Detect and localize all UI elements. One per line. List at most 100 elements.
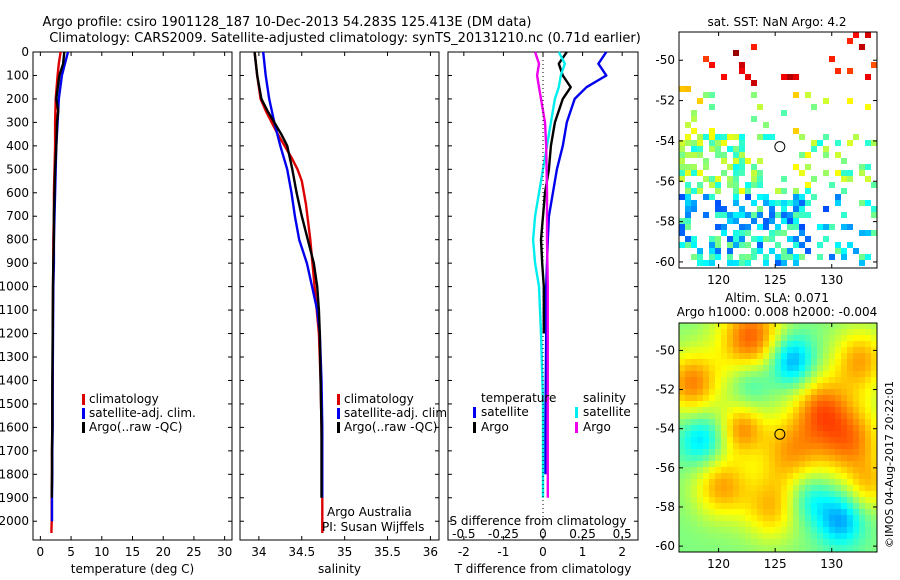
- sla-cell: [871, 431, 877, 437]
- sla-cell: [811, 515, 817, 521]
- legend-label: Argo: [481, 420, 509, 434]
- sla-cell: [805, 449, 811, 455]
- y-tick-label: -54: [655, 422, 675, 436]
- sla-cell: [799, 521, 805, 527]
- sla-cell: [793, 467, 799, 473]
- sla-cell: [817, 389, 823, 395]
- sst-pixel: [871, 206, 877, 212]
- sla-cell: [727, 473, 733, 479]
- sst-pixel: [733, 194, 739, 200]
- header-line-2: Climatology: CARS2009. Satellite-adjuste…: [49, 31, 641, 46]
- sla-cell: [865, 371, 871, 377]
- sla-cell: [805, 443, 811, 449]
- sla-cell: [853, 407, 859, 413]
- x-tick-label: 36: [423, 545, 438, 559]
- sla-cell: [835, 473, 841, 479]
- sla-cell: [865, 437, 871, 443]
- sla-cell: [739, 395, 745, 401]
- sla-cell: [847, 353, 853, 359]
- sst-pixel: [733, 242, 739, 248]
- sla-cell: [829, 425, 835, 431]
- sla-cell: [739, 353, 745, 359]
- sst-pixel: [775, 212, 781, 218]
- sla-cell: [823, 401, 829, 407]
- sla-cell: [775, 539, 781, 545]
- sla-cell: [745, 485, 751, 491]
- sla-cell: [709, 527, 715, 533]
- sla-cell: [775, 455, 781, 461]
- top-tick-label: 0: [539, 527, 547, 541]
- sla-cell: [781, 443, 787, 449]
- sla-cell: [775, 515, 781, 521]
- sla-cell: [775, 323, 781, 329]
- sla-cell: [841, 407, 847, 413]
- sla-cell: [709, 407, 715, 413]
- sla-cell: [865, 383, 871, 389]
- sla-cell: [847, 491, 853, 497]
- sla-cell: [721, 479, 727, 485]
- sst-pixel: [697, 98, 703, 104]
- sst-pixel: [871, 62, 877, 68]
- sla-cell: [793, 425, 799, 431]
- sla-cell: [793, 449, 799, 455]
- sla-cell: [859, 437, 865, 443]
- sla-cell: [823, 389, 829, 395]
- sla-cell: [787, 329, 793, 335]
- sla-cell: [775, 419, 781, 425]
- sla-cell: [781, 479, 787, 485]
- sla-cell: [787, 407, 793, 413]
- sla-cell: [721, 497, 727, 503]
- sla-cell: [709, 323, 715, 329]
- sla-cell: [721, 509, 727, 515]
- sst-pixel: [691, 206, 697, 212]
- sla-cell: [841, 329, 847, 335]
- sla-cell: [769, 473, 775, 479]
- sla-cell: [751, 509, 757, 515]
- sla-cell: [769, 503, 775, 509]
- sla-cell: [733, 443, 739, 449]
- series-line-black: [539, 51, 572, 334]
- sla-cell: [841, 539, 847, 545]
- sla-cell: [841, 503, 847, 509]
- sla-cell: [805, 479, 811, 485]
- sst-pixel: [799, 212, 805, 218]
- sla-cell: [799, 335, 805, 341]
- sla-cell: [847, 503, 853, 509]
- sst-pixel: [859, 170, 865, 176]
- sla-cell: [745, 407, 751, 413]
- sla-cell: [781, 383, 787, 389]
- sla-cell: [685, 455, 691, 461]
- sla-cell: [787, 503, 793, 509]
- sla-cell: [691, 509, 697, 515]
- sla-cell: [679, 401, 685, 407]
- sla-cell: [697, 359, 703, 365]
- sla-cell: [805, 347, 811, 353]
- sla-cell: [865, 479, 871, 485]
- sst-pixel: [679, 230, 685, 236]
- sst-pixel: [841, 158, 847, 164]
- sla-cell: [679, 473, 685, 479]
- sla-cell: [811, 533, 817, 539]
- sla-cell: [721, 341, 727, 347]
- sla-cell: [793, 389, 799, 395]
- sla-cell: [835, 455, 841, 461]
- sla-cell: [859, 533, 865, 539]
- sla-cell: [847, 455, 853, 461]
- legend-swatch: [337, 408, 340, 419]
- sla-cell: [751, 359, 757, 365]
- sla-cell: [709, 395, 715, 401]
- sla-cell: [697, 467, 703, 473]
- sst-pixel: [817, 140, 823, 146]
- sla-cell: [709, 449, 715, 455]
- sla-cell: [853, 383, 859, 389]
- sla-cell: [763, 353, 769, 359]
- sla-cell: [841, 359, 847, 365]
- sst-pixel: [763, 260, 769, 266]
- sla-cell: [799, 503, 805, 509]
- sst-pixel: [733, 158, 739, 164]
- sla-cell: [769, 431, 775, 437]
- sla-cell: [805, 527, 811, 533]
- sla-cell: [715, 473, 721, 479]
- sla-cell: [787, 431, 793, 437]
- sla-cell: [799, 545, 805, 551]
